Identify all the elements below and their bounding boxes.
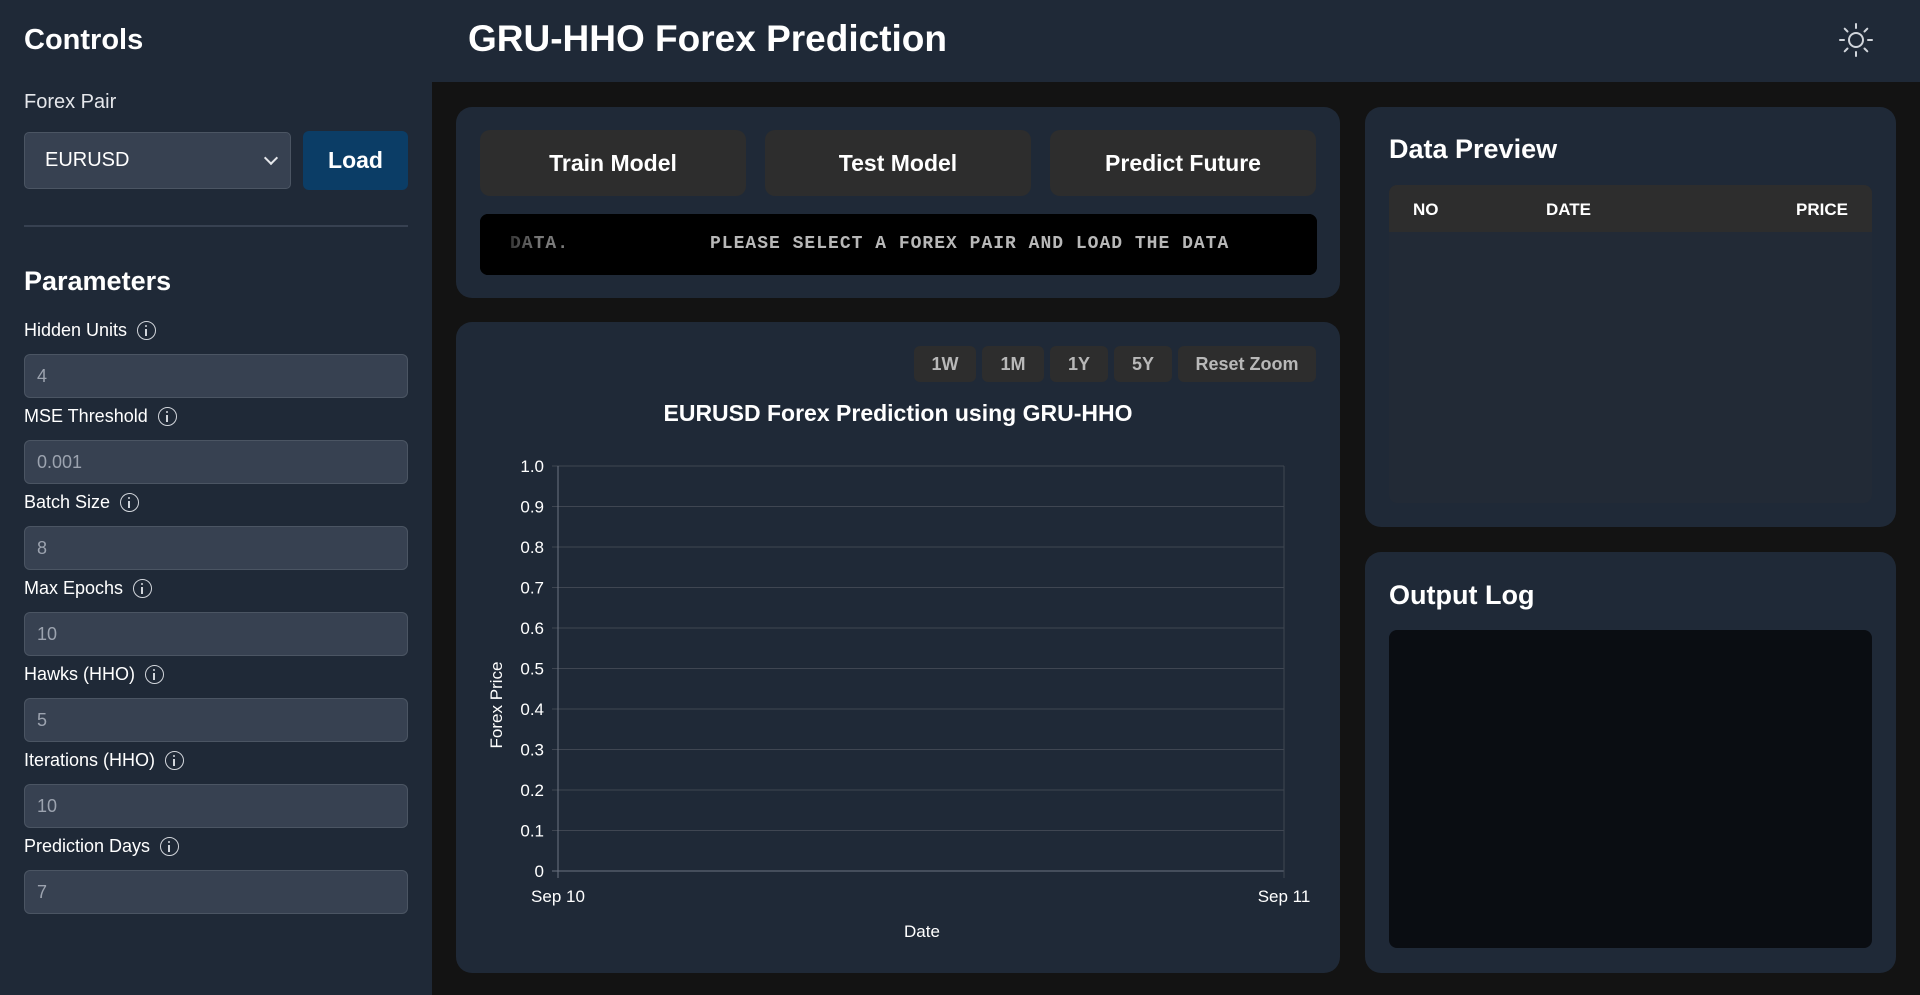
data-preview-panel: Data Preview NO DATE PRICE [1365,107,1896,527]
param-hawks: Hawks (HHO) [24,662,408,742]
reset-zoom-button[interactable]: Reset Zoom [1178,346,1316,382]
hawks-input[interactable] [24,698,408,742]
forex-chart[interactable]: EURUSD Forex Prediction using GRU-HHO 0 0… [456,322,1340,973]
zoom-1m-button[interactable]: 1M [982,346,1044,382]
y-tick-label: 0.2 [520,781,544,800]
info-icon[interactable] [137,320,157,340]
param-prediction-days: Prediction Days [24,834,408,914]
y-axis-label: Forex Price [487,662,506,749]
y-tick-label: 0.6 [520,619,544,638]
y-tick-label: 0.9 [520,498,544,517]
test-model-button[interactable]: Test Model [765,130,1031,196]
batch-size-input[interactable] [24,526,408,570]
param-label: Batch Size [24,491,111,512]
zoom-1w-button[interactable]: 1W [914,346,976,382]
forex-pair-label: Forex Pair [24,91,117,113]
y-tick-label: 0.3 [520,741,544,760]
ticker-tail: DATA. [510,234,570,254]
forex-pair-value: EURUSD [45,149,130,171]
zoom-1y-button[interactable]: 1Y [1050,346,1108,382]
param-iterations: Iterations (HHO) [24,748,408,828]
zoom-5y-button[interactable]: 5Y [1114,346,1172,382]
param-label: MSE Threshold [24,405,148,426]
controls-title: Controls [24,24,144,56]
x-tick-label: Sep 10 [531,887,585,906]
info-icon[interactable] [120,492,140,512]
parameters-title: Parameters [24,266,172,296]
ticker-text: PLEASE SELECT A FOREX PAIR AND LOAD THE … [710,234,1230,254]
x-axis-label: Date [904,922,940,941]
hidden-units-input[interactable] [24,354,408,398]
param-max-epochs: Max Epochs [24,576,408,656]
param-mse-threshold: MSE Threshold [24,404,408,484]
table-header: NO DATE PRICE [1389,185,1872,232]
y-tick-label: 0.8 [520,538,544,557]
y-tick-label: 0 [535,862,544,881]
info-icon[interactable] [165,750,185,770]
chart-panel: 1W 1M 1Y 5Y Reset Zoom EURUSD Forex Pred… [456,322,1340,973]
y-tick-label: 0.4 [520,700,544,719]
max-epochs-input[interactable] [24,612,408,656]
column-header-no[interactable]: NO [1413,200,1439,219]
param-hidden-units: Hidden Units [24,318,408,398]
mse-threshold-input[interactable] [24,440,408,484]
page-title: GRU-HHO Forex Prediction [468,18,947,59]
header: GRU-HHO Forex Prediction [432,0,1920,82]
param-label: Max Epochs [24,577,124,598]
param-label: Prediction Days [24,835,151,856]
train-model-button[interactable]: Train Model [480,130,746,196]
column-header-price[interactable]: PRICE [1796,200,1848,219]
y-tick-label: 0.7 [520,579,544,598]
data-preview-title: Data Preview [1389,134,1558,164]
info-icon[interactable] [160,836,180,856]
iterations-input[interactable] [24,784,408,828]
predict-future-button[interactable]: Predict Future [1050,130,1316,196]
chart-title: EURUSD Forex Prediction using GRU-HHO [664,400,1133,426]
info-icon[interactable] [133,578,153,598]
info-icon[interactable] [157,406,177,426]
status-ticker: DATA. PLEASE SELECT A FOREX PAIR AND LOA… [480,214,1317,275]
param-label: Hidden Units [24,319,128,340]
sun-icon[interactable] [1836,20,1876,60]
y-tick-label: 0.1 [520,822,544,841]
load-button[interactable]: Load [303,131,408,190]
column-header-date[interactable]: DATE [1546,200,1592,219]
chevron-down-icon [263,150,279,166]
param-label: Iterations (HHO) [24,749,156,770]
y-tick-label: 0.5 [520,660,544,679]
param-batch-size: Batch Size [24,490,408,570]
actions-panel: Train Model Test Model Predict Future DA… [456,107,1340,298]
x-tick-label: Sep 11 [1258,887,1311,906]
output-log-title: Output Log [1389,580,1535,610]
data-preview-table[interactable]: NO DATE PRICE [1389,185,1872,503]
divider [24,225,408,227]
y-tick-label: 1.0 [520,457,544,476]
sidebar: Controls Forex Pair EURUSD Load Paramete… [0,0,432,995]
param-label: Hawks (HHO) [24,663,135,684]
output-log-panel: Output Log [1365,552,1896,973]
output-log-box[interactable] [1389,630,1872,948]
forex-pair-select[interactable]: EURUSD [24,132,291,189]
prediction-days-input[interactable] [24,870,408,914]
info-icon[interactable] [145,664,164,684]
